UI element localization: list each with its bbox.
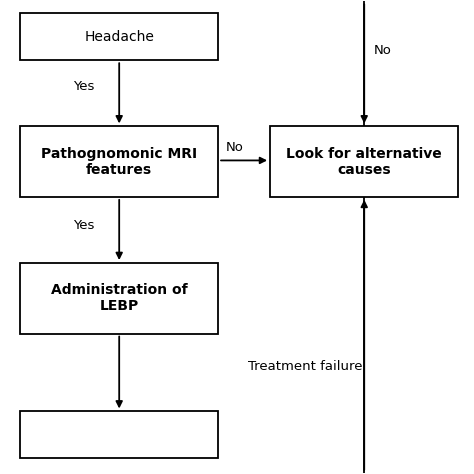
Text: Yes: Yes (73, 80, 94, 93)
FancyBboxPatch shape (20, 13, 218, 60)
Text: No: No (374, 45, 392, 57)
Text: Treatment failure: Treatment failure (248, 360, 363, 373)
FancyBboxPatch shape (20, 126, 218, 197)
Text: Yes: Yes (73, 219, 94, 232)
Text: Administration of
LEBP: Administration of LEBP (51, 283, 188, 313)
Text: Headache: Headache (84, 30, 154, 44)
FancyBboxPatch shape (270, 126, 458, 197)
FancyBboxPatch shape (20, 263, 218, 334)
Text: Look for alternative
causes: Look for alternative causes (286, 146, 442, 177)
FancyBboxPatch shape (20, 411, 218, 458)
Text: Pathognomonic MRI
features: Pathognomonic MRI features (41, 146, 197, 177)
Text: No: No (226, 141, 244, 154)
